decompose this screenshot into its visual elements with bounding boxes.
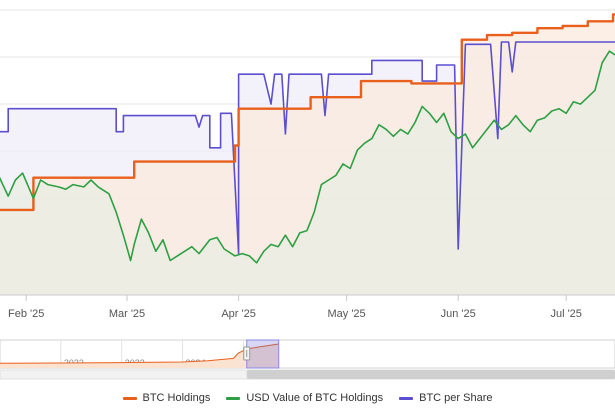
legend-item-btc-per-share[interactable]: BTC per Share xyxy=(399,392,492,404)
range-navigator[interactable]: 2022202320242025 xyxy=(0,339,615,380)
btc-per-share-line xyxy=(0,41,615,255)
legend-label: BTC per Share xyxy=(419,392,493,404)
btc-holdings-line xyxy=(0,13,615,212)
navigator-scrollbar-thumb[interactable] xyxy=(246,370,615,379)
navigator-series-line xyxy=(0,343,279,364)
x-tick-label: Jul '25 xyxy=(550,308,581,320)
navigator-area xyxy=(0,344,279,368)
x-tick-label: Apr '25 xyxy=(221,308,256,320)
legend-item-usd-value-of-btc-holdings[interactable]: USD Value of BTC Holdings xyxy=(226,392,383,404)
legend-swatch xyxy=(122,396,137,400)
legend-label: USD Value of BTC Holdings xyxy=(246,392,384,404)
navigator-selected-range[interactable] xyxy=(246,339,280,369)
x-tick-label: Feb '25 xyxy=(8,308,44,320)
legend-swatch xyxy=(399,396,414,400)
legend-item-btc-holdings[interactable]: BTC Holdings xyxy=(122,392,211,404)
series-area-fills xyxy=(0,14,615,295)
legend-label: BTC Holdings xyxy=(142,392,211,404)
usd-value-of-btc-holdings-line xyxy=(0,50,615,264)
series-lines xyxy=(0,13,615,264)
x-tick-label: Mar '25 xyxy=(109,308,145,320)
usd-value-of-btc-holdings-area xyxy=(0,51,615,295)
legend-swatch xyxy=(226,396,241,400)
chart-legend: BTC Holdings USD Value of BTC Holdings BTC… xyxy=(0,388,615,408)
x-tick-label: May '25 xyxy=(328,308,366,320)
x-axis: Feb '25 Mar '25 Apr '25 May '25 Jun '25 Jul '… xyxy=(0,294,615,320)
x-tick-label: Jun '25 xyxy=(441,308,476,320)
